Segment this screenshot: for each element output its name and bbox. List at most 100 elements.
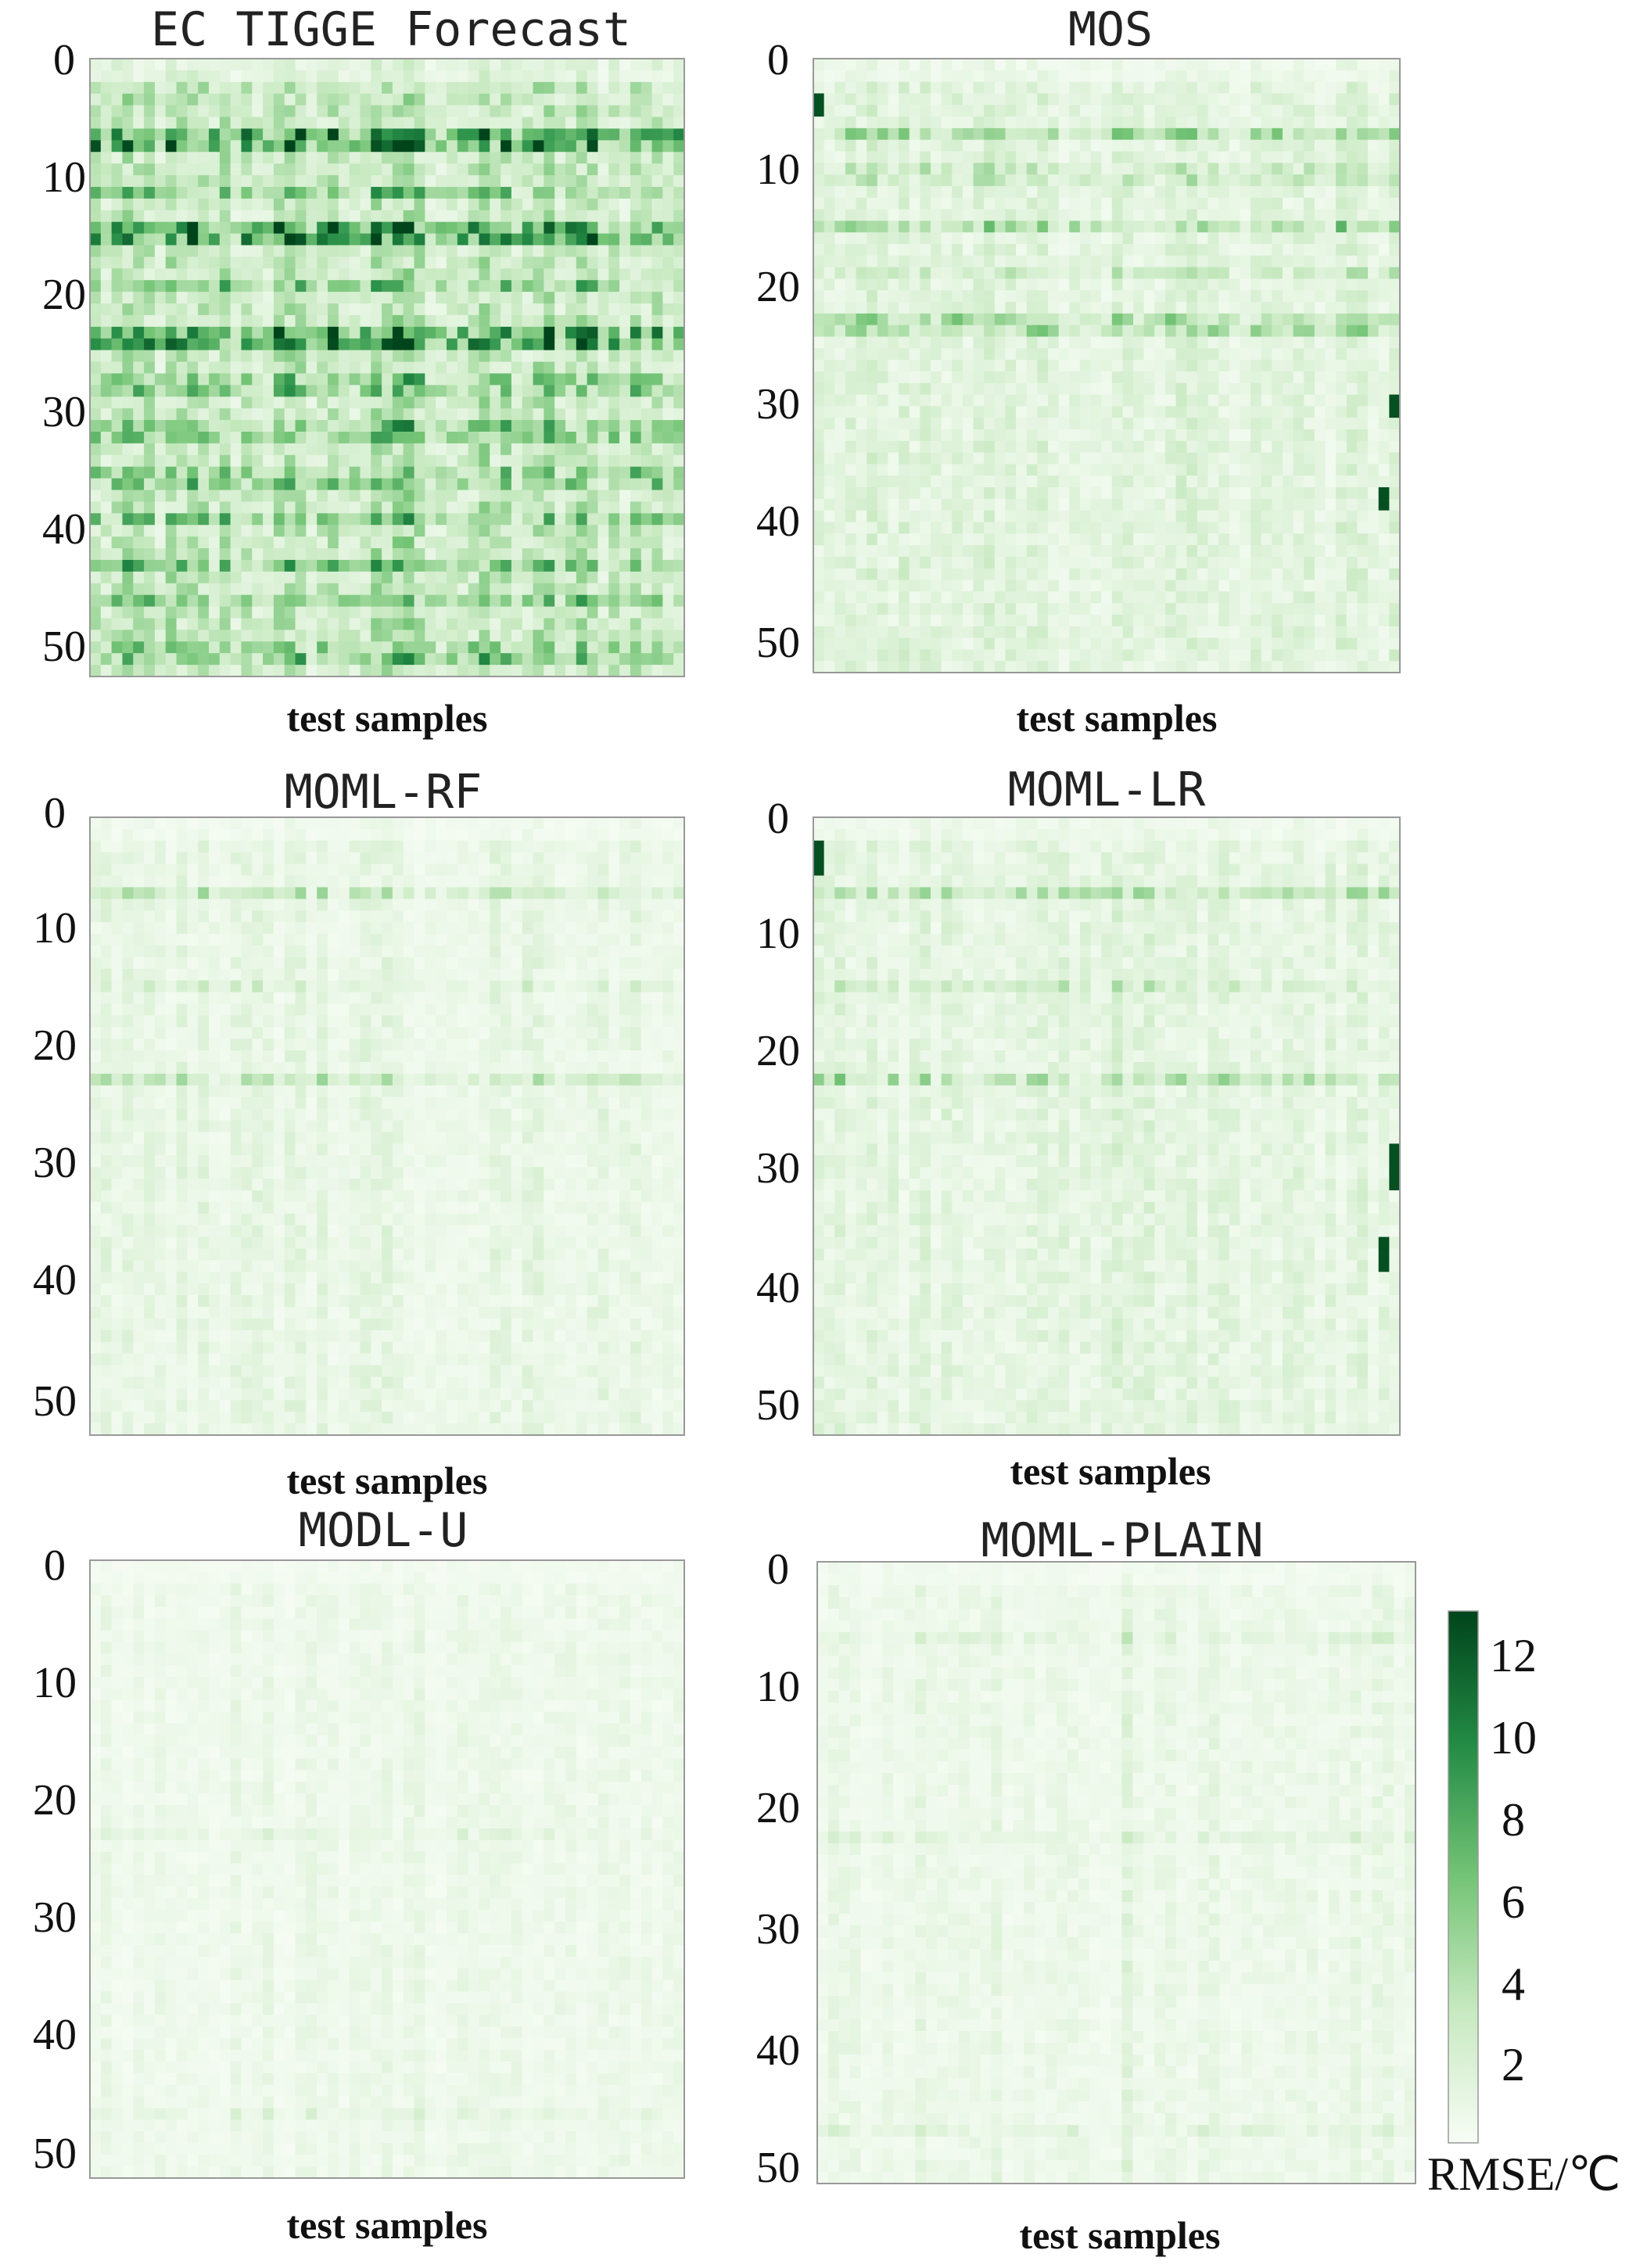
heatmap-cell (144, 408, 156, 421)
heatmap-cell (1111, 185, 1124, 199)
heatmap-cell (1005, 232, 1017, 245)
heatmap-cell (414, 361, 425, 375)
heatmap-cell (230, 163, 242, 176)
heatmap-cell (1058, 360, 1070, 372)
heatmap-cell (371, 257, 382, 269)
heatmap-cell (619, 501, 631, 514)
heatmap-cell (425, 70, 436, 83)
heatmap-cell (219, 245, 231, 257)
heatmap-cell (219, 431, 231, 444)
heatmap-cell (154, 210, 167, 223)
heatmap-cell (845, 59, 857, 71)
heatmap-cell (867, 127, 878, 141)
heatmap-cell (973, 232, 985, 245)
heatmap-cell (349, 245, 361, 257)
heatmap-cell (425, 105, 436, 118)
heatmap-cell (533, 81, 544, 95)
heatmap-cell (425, 559, 436, 572)
heatmap-cell (941, 117, 953, 129)
heatmap-cell (90, 175, 102, 188)
heatmap-cell (640, 59, 653, 71)
heatmap-cell (1154, 278, 1166, 291)
heatmap-cell (198, 408, 210, 421)
heatmap-cell (382, 490, 393, 503)
heatmap-cell (1143, 278, 1155, 291)
heatmap-cell (973, 394, 985, 407)
heatmap-cell (1207, 267, 1219, 280)
heatmap-cell (436, 571, 447, 584)
heatmap-cell (144, 630, 156, 642)
heatmap-cell (479, 513, 490, 526)
heatmap-cell (1314, 70, 1326, 83)
heatmap-cell (973, 209, 985, 221)
heatmap-cell (834, 290, 846, 303)
heatmap-cell (328, 653, 339, 666)
heatmap-cell (187, 303, 199, 316)
heatmap-cell (1079, 163, 1092, 175)
heatmap-cell (565, 314, 577, 328)
heatmap-cell (1016, 139, 1028, 153)
heatmap-cell (834, 360, 846, 372)
heatmap-cell (856, 464, 867, 476)
heatmap-cell (187, 268, 199, 281)
heatmap-cell (845, 127, 857, 141)
heatmap-cell (284, 105, 296, 118)
heatmap-cell (1048, 452, 1060, 465)
heatmap-cell (219, 314, 231, 328)
heatmap-cell (651, 454, 663, 468)
heatmap-cell (1037, 59, 1049, 71)
heatmap-cell (479, 163, 490, 176)
heatmap-cell (576, 594, 588, 608)
heatmap-cell (1368, 151, 1380, 163)
heatmap-cell (533, 466, 544, 479)
heatmap-cell (640, 594, 653, 608)
heatmap-cell (1165, 209, 1177, 221)
heatmap-cell (1090, 371, 1102, 384)
heatmap-cell (1005, 290, 1017, 303)
heatmap-cell (941, 487, 953, 500)
heatmap-cell (230, 210, 242, 223)
heatmap-cell (273, 350, 285, 363)
heatmap-cell (1314, 151, 1326, 163)
heatmap-cell (619, 583, 631, 596)
heatmap-cell (144, 186, 156, 199)
heatmap-cell (187, 583, 199, 596)
heatmap-cell (328, 583, 339, 596)
heatmap-cell (662, 70, 674, 83)
heatmap-cell (490, 478, 501, 491)
heatmap-cell (338, 326, 350, 339)
heatmap-cell (382, 397, 393, 409)
heatmap-cell (920, 464, 931, 476)
heatmap-cell (619, 314, 631, 328)
heatmap-cell (1357, 105, 1369, 117)
heatmap-cell (403, 420, 415, 432)
heatmap-cell (587, 571, 599, 584)
heatmap-cell (295, 501, 307, 514)
heatmap-cell (392, 373, 404, 386)
heatmap-cell (209, 292, 221, 304)
heatmap-cell (533, 618, 544, 630)
heatmap-cell (1272, 406, 1283, 418)
heatmap-cell (371, 338, 382, 351)
heatmap-cell (813, 290, 825, 303)
heatmap-cell (834, 267, 846, 280)
heatmap-cell (219, 594, 231, 608)
heatmap-cell (1389, 139, 1401, 153)
heatmap-cell (533, 326, 544, 339)
heatmap-cell (382, 594, 393, 608)
heatmap-cell (1197, 394, 1209, 407)
heatmap-cell (973, 475, 985, 488)
heatmap-cell (941, 464, 953, 476)
heatmap-cell (1283, 163, 1294, 175)
heatmap-cell (1016, 464, 1028, 476)
heatmap-cell (1240, 290, 1251, 303)
heatmap-cell (856, 117, 867, 129)
heatmap-cell (176, 443, 188, 456)
heatmap-cell (909, 360, 920, 372)
heatmap-cell (133, 350, 145, 363)
heatmap-cell (1037, 105, 1049, 117)
heatmap-cell (1314, 360, 1326, 372)
heatmap-cell (1026, 325, 1038, 338)
heatmap-cell (651, 594, 663, 608)
heatmap-cell (90, 630, 102, 642)
